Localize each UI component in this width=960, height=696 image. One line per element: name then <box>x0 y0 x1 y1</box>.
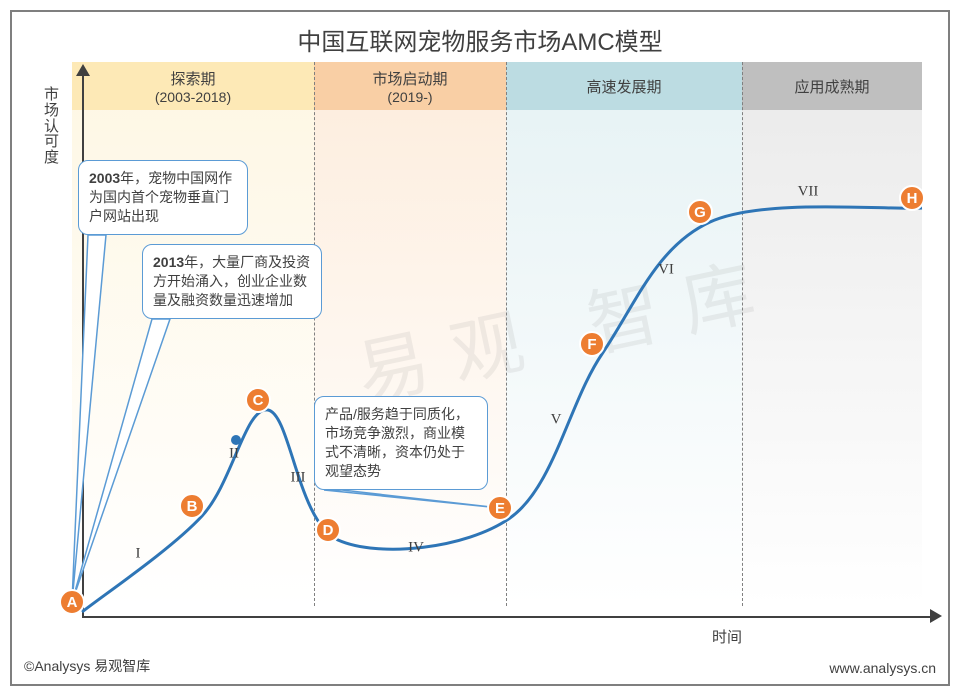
segment-label: VI <box>658 262 674 279</box>
footer-copyright: ©Analysys 易观智库 <box>24 656 150 676</box>
callout-box: 产品/服务趋于同质化，市场竞争激烈，商业模式不清晰，资本仍处于观望态势 <box>314 396 488 490</box>
curve-marker-B: B <box>179 493 205 519</box>
curve-marker-F: F <box>579 331 605 357</box>
chart-title: 中国互联网宠物服务市场AMC模型 <box>12 22 948 57</box>
curve-marker-A: A <box>59 589 85 615</box>
segment-label: II <box>229 446 239 463</box>
callout-box: 2003年，宠物中国网作为国内首个宠物垂直门户网站出现 <box>78 160 248 235</box>
segment-label: IV <box>408 540 424 557</box>
segment-label: I <box>136 546 141 563</box>
curve-dot <box>231 435 241 445</box>
callout-box: 2013年，大量厂商及投资方开始涌入，创业企业数量及融资数量迅速增加 <box>142 244 322 319</box>
curve-marker-H: H <box>899 185 925 211</box>
segment-label: V <box>551 412 562 429</box>
footer-url: www.analysys.cn <box>829 660 936 676</box>
curve-marker-C: C <box>245 387 271 413</box>
segment-label: III <box>291 470 306 487</box>
y-axis-label: 市场认可度 <box>44 87 60 166</box>
amc-curve <box>82 72 932 617</box>
curve-marker-G: G <box>687 199 713 225</box>
chart-frame: 中国互联网宠物服务市场AMC模型 探索期(2003-2018)市场启动期(201… <box>10 10 950 686</box>
segment-label: VII <box>798 184 819 201</box>
curve-marker-D: D <box>315 517 341 543</box>
x-axis-label: 时间 <box>712 626 742 647</box>
curve-marker-E: E <box>487 495 513 521</box>
